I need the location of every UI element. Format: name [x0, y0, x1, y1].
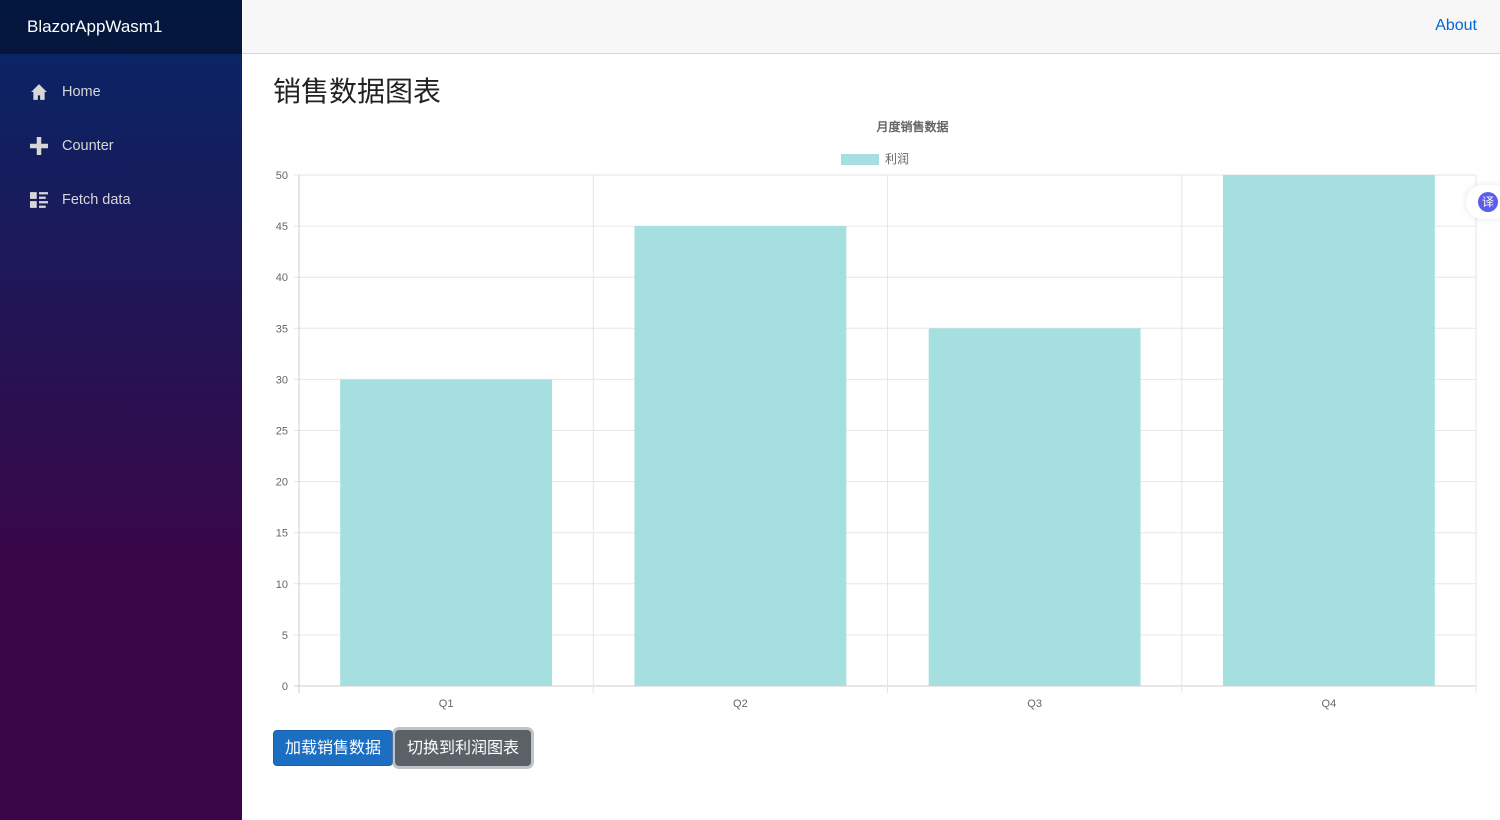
bar-Q4[interactable]	[1222, 175, 1435, 686]
load-sales-data-button[interactable]: 加载销售数据	[273, 730, 394, 766]
bar-Q2[interactable]	[634, 226, 847, 686]
list-icon	[30, 192, 48, 208]
bar-Q1[interactable]	[340, 379, 553, 686]
x-tick-label: Q2	[733, 698, 748, 710]
x-tick-label: Q4	[1322, 698, 1337, 710]
legend-swatch[interactable]	[841, 154, 879, 165]
y-tick-label: 5	[282, 630, 288, 642]
legend-label[interactable]: 利润	[885, 152, 909, 166]
app-brand[interactable]: BlazorAppWasm1	[0, 0, 242, 54]
y-tick-label: 25	[276, 426, 288, 438]
nav-home[interactable]: Home	[0, 65, 242, 119]
x-tick-label: Q3	[1027, 698, 1042, 710]
y-tick-label: 20	[276, 477, 288, 489]
switch-to-profit-chart-button[interactable]: 切换到利润图表	[395, 730, 532, 766]
y-tick-label: 45	[276, 221, 288, 233]
y-tick-label: 50	[276, 170, 288, 182]
bar-Q3[interactable]	[928, 328, 1141, 686]
home-icon	[31, 84, 47, 100]
nav-home-label: Home	[62, 84, 101, 100]
y-tick-label: 35	[276, 323, 288, 335]
translate-widget[interactable]: 译	[1466, 185, 1500, 219]
chart-title: 月度销售数据	[875, 119, 948, 134]
y-tick-label: 40	[276, 272, 288, 284]
y-tick-label: 15	[276, 528, 288, 540]
y-tick-label: 30	[276, 374, 288, 386]
page-title: 销售数据图表	[273, 76, 442, 107]
y-tick-label: 0	[282, 681, 288, 693]
nav-fetch-data[interactable]: Fetch data	[0, 173, 242, 227]
translate-icon: 译	[1478, 192, 1498, 212]
sidebar: BlazorAppWasm1 Home Counter Fetch data	[0, 0, 242, 820]
nav-fetch-data-label: Fetch data	[62, 192, 131, 208]
top-bar: About	[242, 0, 1500, 54]
nav-counter[interactable]: Counter	[0, 119, 242, 173]
plus-icon	[30, 137, 48, 155]
nav-counter-label: Counter	[62, 138, 114, 154]
y-tick-label: 10	[276, 579, 288, 591]
about-link[interactable]: About	[1435, 17, 1477, 34]
x-tick-label: Q1	[439, 698, 454, 710]
